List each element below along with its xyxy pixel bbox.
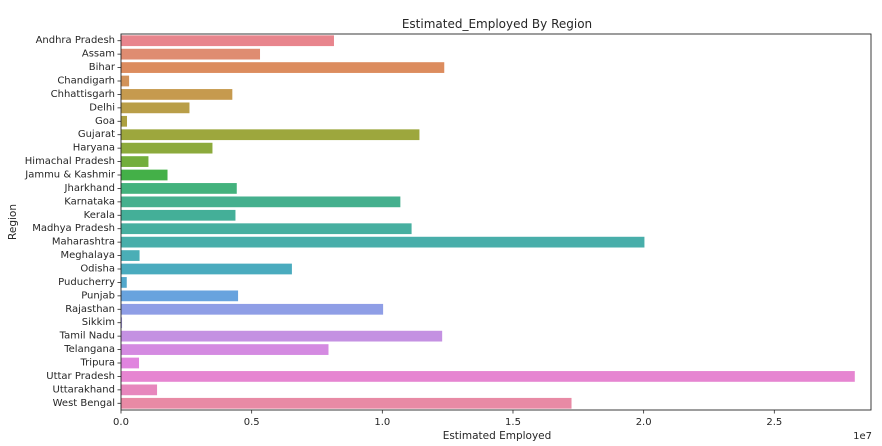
y-tick-label: Puducherry: [58, 277, 115, 288]
y-tick-label: Kerala: [84, 210, 115, 221]
y-tick-label: Haryana: [73, 143, 115, 154]
bar: [121, 317, 123, 329]
y-tick-label: Rajasthan: [65, 304, 115, 315]
y-tick-label: Goa: [95, 116, 115, 127]
bar: [121, 169, 168, 181]
y-tick-label: Assam: [82, 49, 115, 60]
bar: [121, 236, 645, 248]
y-tick-label: Chandigarh: [57, 76, 115, 87]
bar: [121, 142, 213, 154]
y-tick-label: Jharkhand: [64, 183, 115, 194]
bar: [121, 397, 572, 409]
bar: [121, 209, 236, 221]
bar: [121, 35, 334, 47]
y-tick-label: Uttarakhand: [53, 384, 115, 395]
bar: [121, 62, 445, 73]
y-tick-label: Telangana: [63, 344, 115, 355]
bar: [121, 357, 140, 369]
x-axis-label: Estimated Employed: [443, 430, 552, 442]
bar: [121, 102, 190, 114]
y-axis-label: Region: [7, 204, 19, 240]
bar: [121, 115, 128, 127]
bar: [121, 196, 401, 208]
bar: [121, 303, 384, 315]
y-tick-label: Andhra Pradesh: [36, 35, 115, 46]
x-tick-label: 2.5: [766, 417, 782, 428]
x-tick-label: 0.0: [113, 417, 129, 428]
bar: [121, 89, 233, 100]
x-tick-label: 2.0: [636, 417, 652, 428]
y-tick-label: Tripura: [80, 358, 115, 369]
y-tick-label: Chhattisgarh: [51, 89, 115, 100]
chart-title: Estimated_Employed By Region: [402, 17, 592, 31]
y-tick-label: West Bengal: [53, 398, 115, 409]
bar: [121, 183, 237, 194]
y-tick-label: Karnataka: [64, 196, 115, 207]
x-tick-label: 0.5: [244, 417, 260, 428]
y-axis-ticks: Andhra Pradesh Assam Bihar Chandigarh Chhatt…: [24, 35, 121, 409]
y-tick-label: Jammu & Kashmir: [24, 170, 116, 181]
x-axis-ticks: 0.0 0.5 1.0 1.5 2.0 2.5: [113, 410, 782, 428]
bar: [121, 250, 140, 261]
y-tick-label: Sikkim: [82, 317, 115, 328]
bars-group: [121, 35, 855, 409]
y-tick-label: Uttar Pradesh: [46, 371, 115, 382]
y-tick-label: Punjab: [81, 290, 115, 301]
x-tick-label: 1.5: [505, 417, 521, 428]
y-tick-label: Maharashtra: [52, 237, 115, 248]
y-tick-label: Himachal Pradesh: [25, 156, 115, 167]
bar: [121, 277, 127, 288]
bar: [121, 371, 855, 382]
bar: [121, 48, 261, 60]
y-tick-label: Meghalaya: [60, 250, 115, 261]
y-tick-label: Bihar: [89, 62, 116, 73]
bar: [121, 330, 443, 342]
y-tick-label: Madhya Pradesh: [32, 223, 115, 234]
y-tick-label: Delhi: [89, 102, 115, 113]
bar: [121, 263, 292, 275]
x-axis-offset-label: 1e7: [853, 431, 872, 442]
bar: [121, 75, 130, 87]
bar: [121, 344, 329, 355]
bar: [121, 129, 420, 141]
y-tick-label: Odisha: [80, 264, 115, 275]
plot-frame: [120, 33, 872, 411]
bar: [121, 223, 412, 235]
bar: [121, 156, 149, 167]
bar: [121, 290, 239, 302]
x-tick-label: 1.0: [374, 417, 390, 428]
y-tick-label: Tamil Nadu: [59, 331, 115, 342]
bar: [121, 384, 158, 396]
y-tick-label: Gujarat: [78, 129, 115, 140]
